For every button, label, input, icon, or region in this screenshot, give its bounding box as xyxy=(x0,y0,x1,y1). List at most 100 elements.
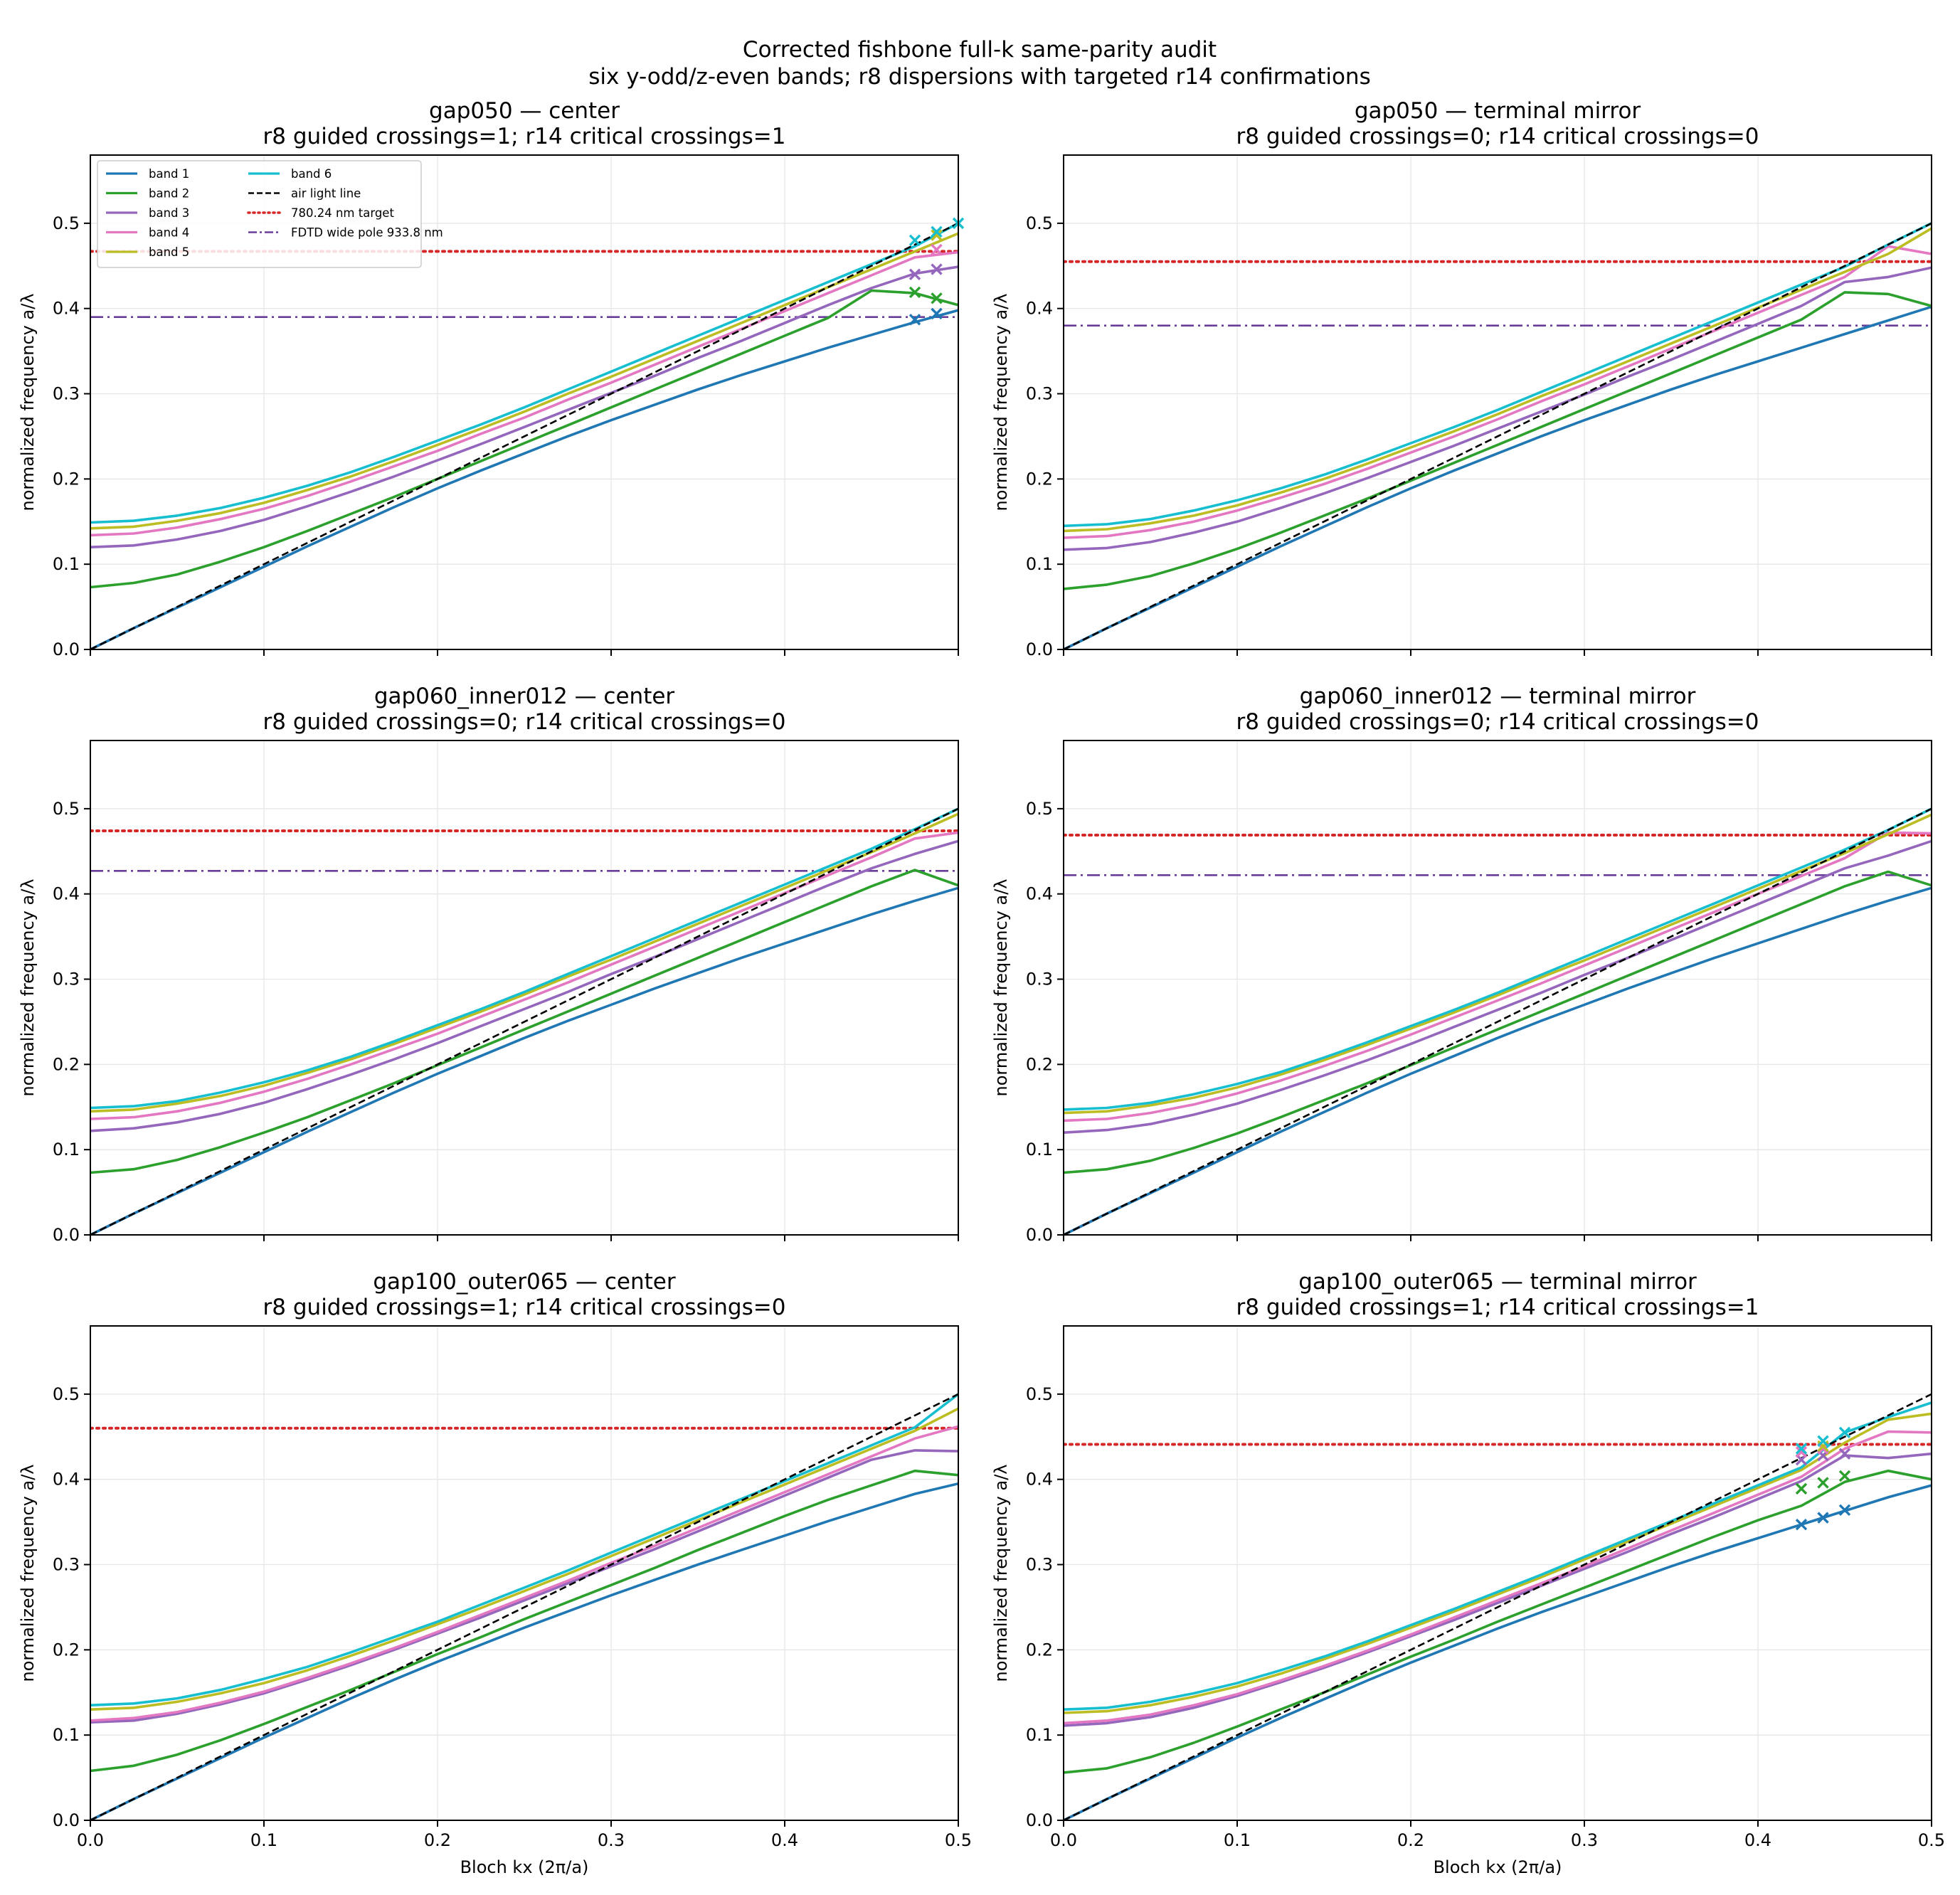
marker-stroke xyxy=(1817,1435,1829,1447)
y-tick-label: 0.3 xyxy=(53,384,80,404)
y-tick-label: 0.2 xyxy=(1026,1054,1053,1074)
marker-stroke xyxy=(931,243,943,256)
r14-marker xyxy=(909,268,921,280)
subplot-subtitle: r8 guided crossings=1; r14 critical cros… xyxy=(263,124,786,149)
axes-frame xyxy=(1063,1325,1932,1821)
r14-marker xyxy=(1795,1482,1808,1495)
series-line-band-3 xyxy=(90,839,958,1132)
y-tick-label: 0.3 xyxy=(1026,1555,1053,1575)
y-tick-label: 0.2 xyxy=(53,1054,80,1074)
series-line-band-4 xyxy=(1064,245,1932,539)
r14-marker xyxy=(1795,1518,1808,1531)
marker-stroke xyxy=(909,268,921,280)
marker-stroke xyxy=(1817,1477,1829,1489)
x-tick-label: 0.5 xyxy=(945,1830,972,1850)
legend-box xyxy=(97,160,422,268)
x-tick-label: 0.5 xyxy=(1918,1830,1945,1850)
y-tick-label: 0.1 xyxy=(1026,554,1053,574)
r14-marker xyxy=(931,243,943,256)
x-tick-label: 0.1 xyxy=(250,1830,277,1850)
air-light-line xyxy=(1064,1393,1932,1820)
x-axis-label: Bloch kx (2π/a) xyxy=(1434,1857,1562,1877)
y-tick-label: 0.0 xyxy=(53,1225,80,1245)
r14-marker xyxy=(1795,1443,1808,1455)
r14-marker xyxy=(1795,1446,1808,1458)
legend-label-6: band 6 xyxy=(291,167,332,181)
series-line-band-5 xyxy=(90,812,958,1113)
y-tick-label: 0.3 xyxy=(53,970,80,989)
r14-marker xyxy=(1838,1504,1851,1517)
r14-marker xyxy=(931,307,943,320)
y-axis-label: normalized frequency a/λ xyxy=(18,879,38,1097)
air-light-line xyxy=(1064,222,1932,649)
marker-stroke xyxy=(931,225,943,238)
y-tick-label: 0.2 xyxy=(1026,1640,1053,1660)
y-tick-label: 0.0 xyxy=(1026,1810,1053,1830)
y-tick-label: 0.5 xyxy=(53,1384,80,1404)
series-line-band-6 xyxy=(90,1393,958,1706)
series-line-band-6 xyxy=(1064,222,1932,528)
series-line-band-5 xyxy=(1064,813,1932,1115)
x-tick-label: 0.2 xyxy=(424,1830,451,1850)
marker-stroke xyxy=(1838,1504,1851,1517)
series-line-band-6 xyxy=(1064,807,1932,1111)
legend-label-4: band 4 xyxy=(149,226,189,240)
marker-stroke xyxy=(909,314,921,326)
r14-marker xyxy=(931,229,943,241)
series-line-band-2 xyxy=(1064,870,1932,1174)
y-axis-label: normalized frequency a/λ xyxy=(18,294,38,511)
plot-area xyxy=(1064,1393,1932,1820)
axes-frame xyxy=(90,154,959,650)
y-tick-label: 0.3 xyxy=(53,1555,80,1575)
r14-marker xyxy=(909,286,921,299)
subplot-subtitle: r8 guided crossings=1; r14 critical cros… xyxy=(263,1295,786,1320)
series-line-band-1 xyxy=(1064,886,1932,1235)
x-tick-label: 0.3 xyxy=(1571,1830,1598,1850)
y-tick-label: 0.1 xyxy=(53,1140,80,1159)
marker-stroke xyxy=(931,307,943,320)
y-tick-label: 0.0 xyxy=(1026,639,1053,659)
y-tick-label: 0.5 xyxy=(1026,1384,1053,1404)
y-tick-label: 0.4 xyxy=(1026,1470,1053,1490)
marker-stroke xyxy=(1795,1482,1808,1495)
series-line-band-2 xyxy=(1064,1469,1932,1774)
air-light-line xyxy=(90,1393,958,1820)
r14-marker xyxy=(1838,1448,1851,1460)
y-axis-label: normalized frequency a/λ xyxy=(991,879,1011,1097)
y-tick-label: 0.2 xyxy=(1026,469,1053,489)
series-line-band-2 xyxy=(90,289,958,589)
y-tick-label: 0.0 xyxy=(53,1810,80,1830)
marker-stroke xyxy=(1795,1518,1808,1531)
series-line-band-1 xyxy=(90,309,958,649)
r14-marker xyxy=(1817,1512,1829,1524)
figure-title-line2: six y-odd/z-even bands; r8 dispersions w… xyxy=(588,64,1370,90)
y-tick-label: 0.4 xyxy=(1026,884,1053,904)
subplot-title: gap050 — terminal mirror xyxy=(1355,98,1641,124)
y-tick-label: 0.4 xyxy=(53,884,80,904)
series-line-band-3 xyxy=(1064,1452,1932,1727)
air-light-line xyxy=(1064,807,1932,1235)
series-line-band-6 xyxy=(1064,1401,1932,1711)
marker-stroke xyxy=(1838,1426,1851,1438)
subplot-title: gap100_outer065 — terminal mirror xyxy=(1298,1269,1697,1295)
marker-stroke xyxy=(931,263,943,275)
marker-stroke xyxy=(1838,1448,1851,1460)
subplot-title: gap050 — center xyxy=(429,98,620,124)
r14-marker xyxy=(931,225,943,238)
y-tick-label: 0.5 xyxy=(53,213,80,233)
x-axis-label: Bloch kx (2π/a) xyxy=(460,1857,589,1877)
series-line-band-1 xyxy=(90,1482,958,1820)
subplot-subtitle: r8 guided crossings=0; r14 critical cros… xyxy=(263,709,786,735)
series-line-band-5 xyxy=(90,1407,958,1711)
marker-stroke xyxy=(931,292,943,304)
series-line-band-4 xyxy=(90,831,958,1120)
r14-marker xyxy=(909,234,921,247)
y-tick-label: 0.1 xyxy=(1026,1140,1053,1159)
legend-label-5: band 5 xyxy=(149,245,189,259)
